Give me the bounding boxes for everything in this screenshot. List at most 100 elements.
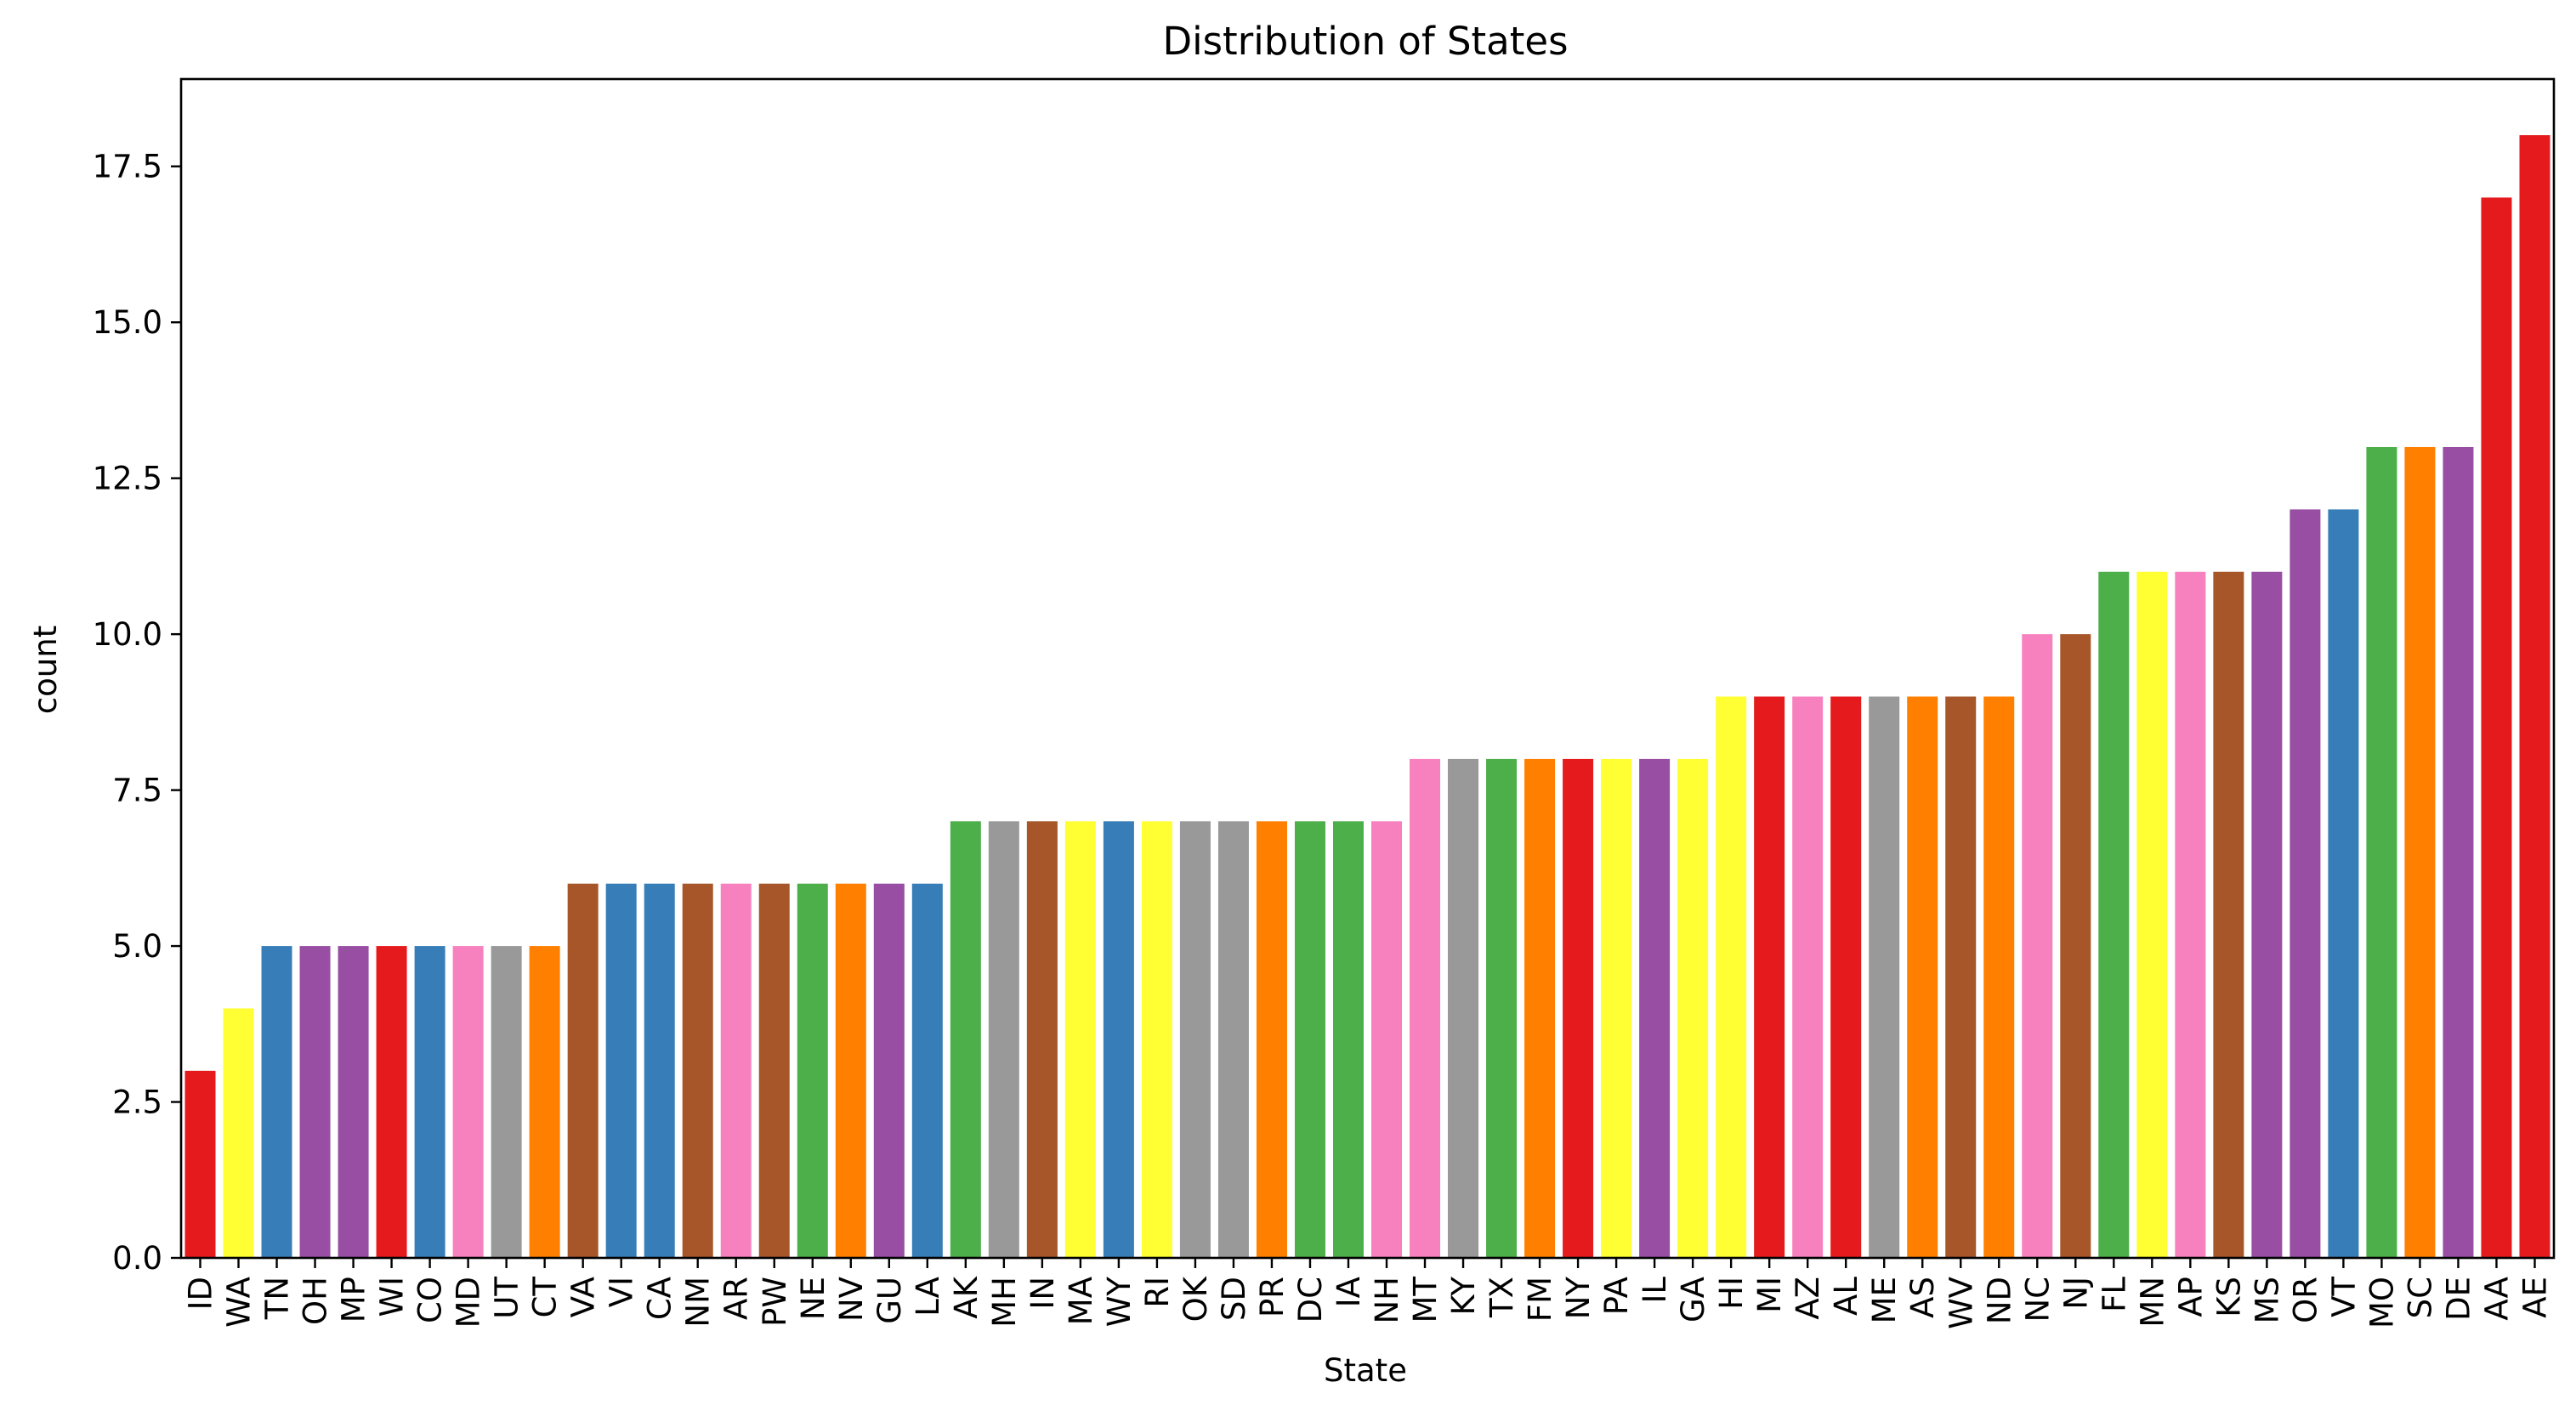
bar-ms [2251,571,2283,1258]
x-tick-label-wa: WA [221,1277,258,1328]
y-tick-label: 5.0 [112,928,162,965]
y-tick-label: 0.0 [112,1240,162,1277]
bar-nm [682,883,713,1258]
bar-fm [1524,758,1556,1258]
bar-id [184,1070,216,1258]
x-tick-label-dc: DC [1292,1277,1329,1323]
bar-as [1907,696,1938,1258]
bar-fl [2098,571,2130,1258]
y-tick-label: 17.5 [93,149,162,185]
x-tick-label-id: ID [183,1277,219,1310]
x-tick-label-md: MD [451,1277,487,1328]
bar-ks [2213,571,2244,1258]
x-tick-label-fm: FM [1522,1277,1558,1322]
y-tick-label: 2.5 [112,1085,162,1121]
bar-ca [644,883,675,1258]
bar-vt [2328,509,2359,1258]
x-tick-label-ar: AR [718,1277,755,1320]
x-tick-label-ct: CT [527,1277,564,1318]
x-tick-label-nj: NJ [2057,1277,2094,1310]
x-tick-label-ri: RI [1139,1277,1176,1308]
x-tick-label-mn: MN [2134,1277,2170,1328]
bar-nd [1983,696,2015,1258]
x-tick-label-or: OR [2287,1277,2324,1323]
bar-ma [1064,821,1096,1258]
y-tick-label: 7.5 [112,773,162,809]
bar-ct [529,946,560,1258]
bar-nh [1371,821,1403,1258]
bar-nv [835,883,866,1258]
chart-title: Distribution of States [1162,19,1568,64]
x-tick-label-ca: CA [642,1277,678,1320]
bar-ut [491,946,522,1258]
bar-ny [1563,758,1594,1258]
x-tick-label-ms: MS [2249,1277,2285,1323]
bar-tn [261,946,292,1258]
bar-pw [758,883,790,1258]
bar-al [1830,696,1862,1258]
bar-sc [2404,446,2436,1258]
x-tick-label-il: IL [1637,1277,1673,1304]
x-tick-label-la: LA [910,1277,946,1317]
bar-vi [605,883,637,1258]
x-tick-label-sc: SC [2402,1277,2438,1318]
x-tick-label-ky: KY [1445,1277,1482,1316]
x-tick-label-ne: NE [795,1277,831,1320]
x-tick-label-ak: AK [948,1275,984,1318]
plot-frame [179,77,2556,1260]
bar-in [1026,821,1058,1258]
x-tick-label-az: AZ [1790,1277,1826,1320]
x-tick-label-wi: WI [374,1277,411,1317]
x-tick-label-al: AL [1828,1277,1864,1316]
x-tick-label-sd: SD [1216,1277,1252,1321]
bar-mt [1410,758,1441,1258]
bar-de [2443,446,2474,1258]
x-tick-label-nh: NH [1369,1277,1405,1324]
x-tick-label-mp: MP [336,1277,372,1323]
bar-wi [376,946,407,1258]
bar-ap [2175,571,2206,1258]
x-tick-label-hi: HI [1713,1277,1750,1310]
x-tick-label-tx: TX [1484,1277,1520,1318]
x-tick-label-vi: VI [604,1277,640,1307]
x-tick-label-oh: OH [298,1277,334,1325]
x-tick-label-tn: TN [259,1277,296,1320]
x-axis-label: State [1324,1352,1407,1389]
bar-va [567,883,599,1258]
bar-dc [1294,821,1325,1258]
x-tick-label-pw: PW [757,1277,793,1327]
bar-md [452,946,484,1258]
bar-tx [1486,758,1518,1258]
y-tick-label: 12.5 [93,461,162,497]
x-tick-label-vt: VT [2325,1277,2362,1317]
x-tick-label-gu: GU [871,1277,908,1324]
bar-mo [2366,446,2397,1258]
y-axis-label: count [27,626,64,714]
y-axis-ticks: 0.0 2.5 5.0 7.5 10.0 12.5 15.0 17.5 [93,149,181,1277]
x-tick-label-ia: IA [1331,1277,1367,1307]
x-axis-ticks: ID WA TN OH MP WI CO MD UT CT VA VI CA NM AR PW NE NV GU LA… [183,1258,2553,1329]
bar-ia [1332,821,1364,1258]
x-tick-label-wy: WY [1101,1277,1138,1328]
x-tick-label-nv: NV [833,1277,870,1322]
x-tick-label-ap: AP [2172,1277,2209,1317]
x-tick-label-ks: KS [2210,1277,2247,1317]
x-tick-label-ga: GA [1675,1277,1711,1323]
x-tick-label-de: DE [2440,1277,2477,1321]
bar-pa [1601,758,1632,1258]
bar-ae [2519,135,2550,1258]
bar-aa [2481,197,2512,1259]
x-tick-label-nm: NM [680,1277,717,1328]
x-tick-label-ny: NY [1560,1277,1597,1320]
x-tick-label-fl: FL [2096,1277,2132,1312]
y-tick-label: 10.0 [93,616,162,653]
bar-nj [2060,634,2091,1258]
x-tick-label-pa: PA [1598,1277,1635,1315]
bar-la [911,883,943,1258]
x-tick-label-nc: NC [2019,1277,2056,1323]
x-tick-label-ae: AE [2516,1277,2553,1318]
bar-pr [1256,821,1287,1258]
bar-ar [720,883,752,1258]
bar-wv [1945,696,1977,1258]
